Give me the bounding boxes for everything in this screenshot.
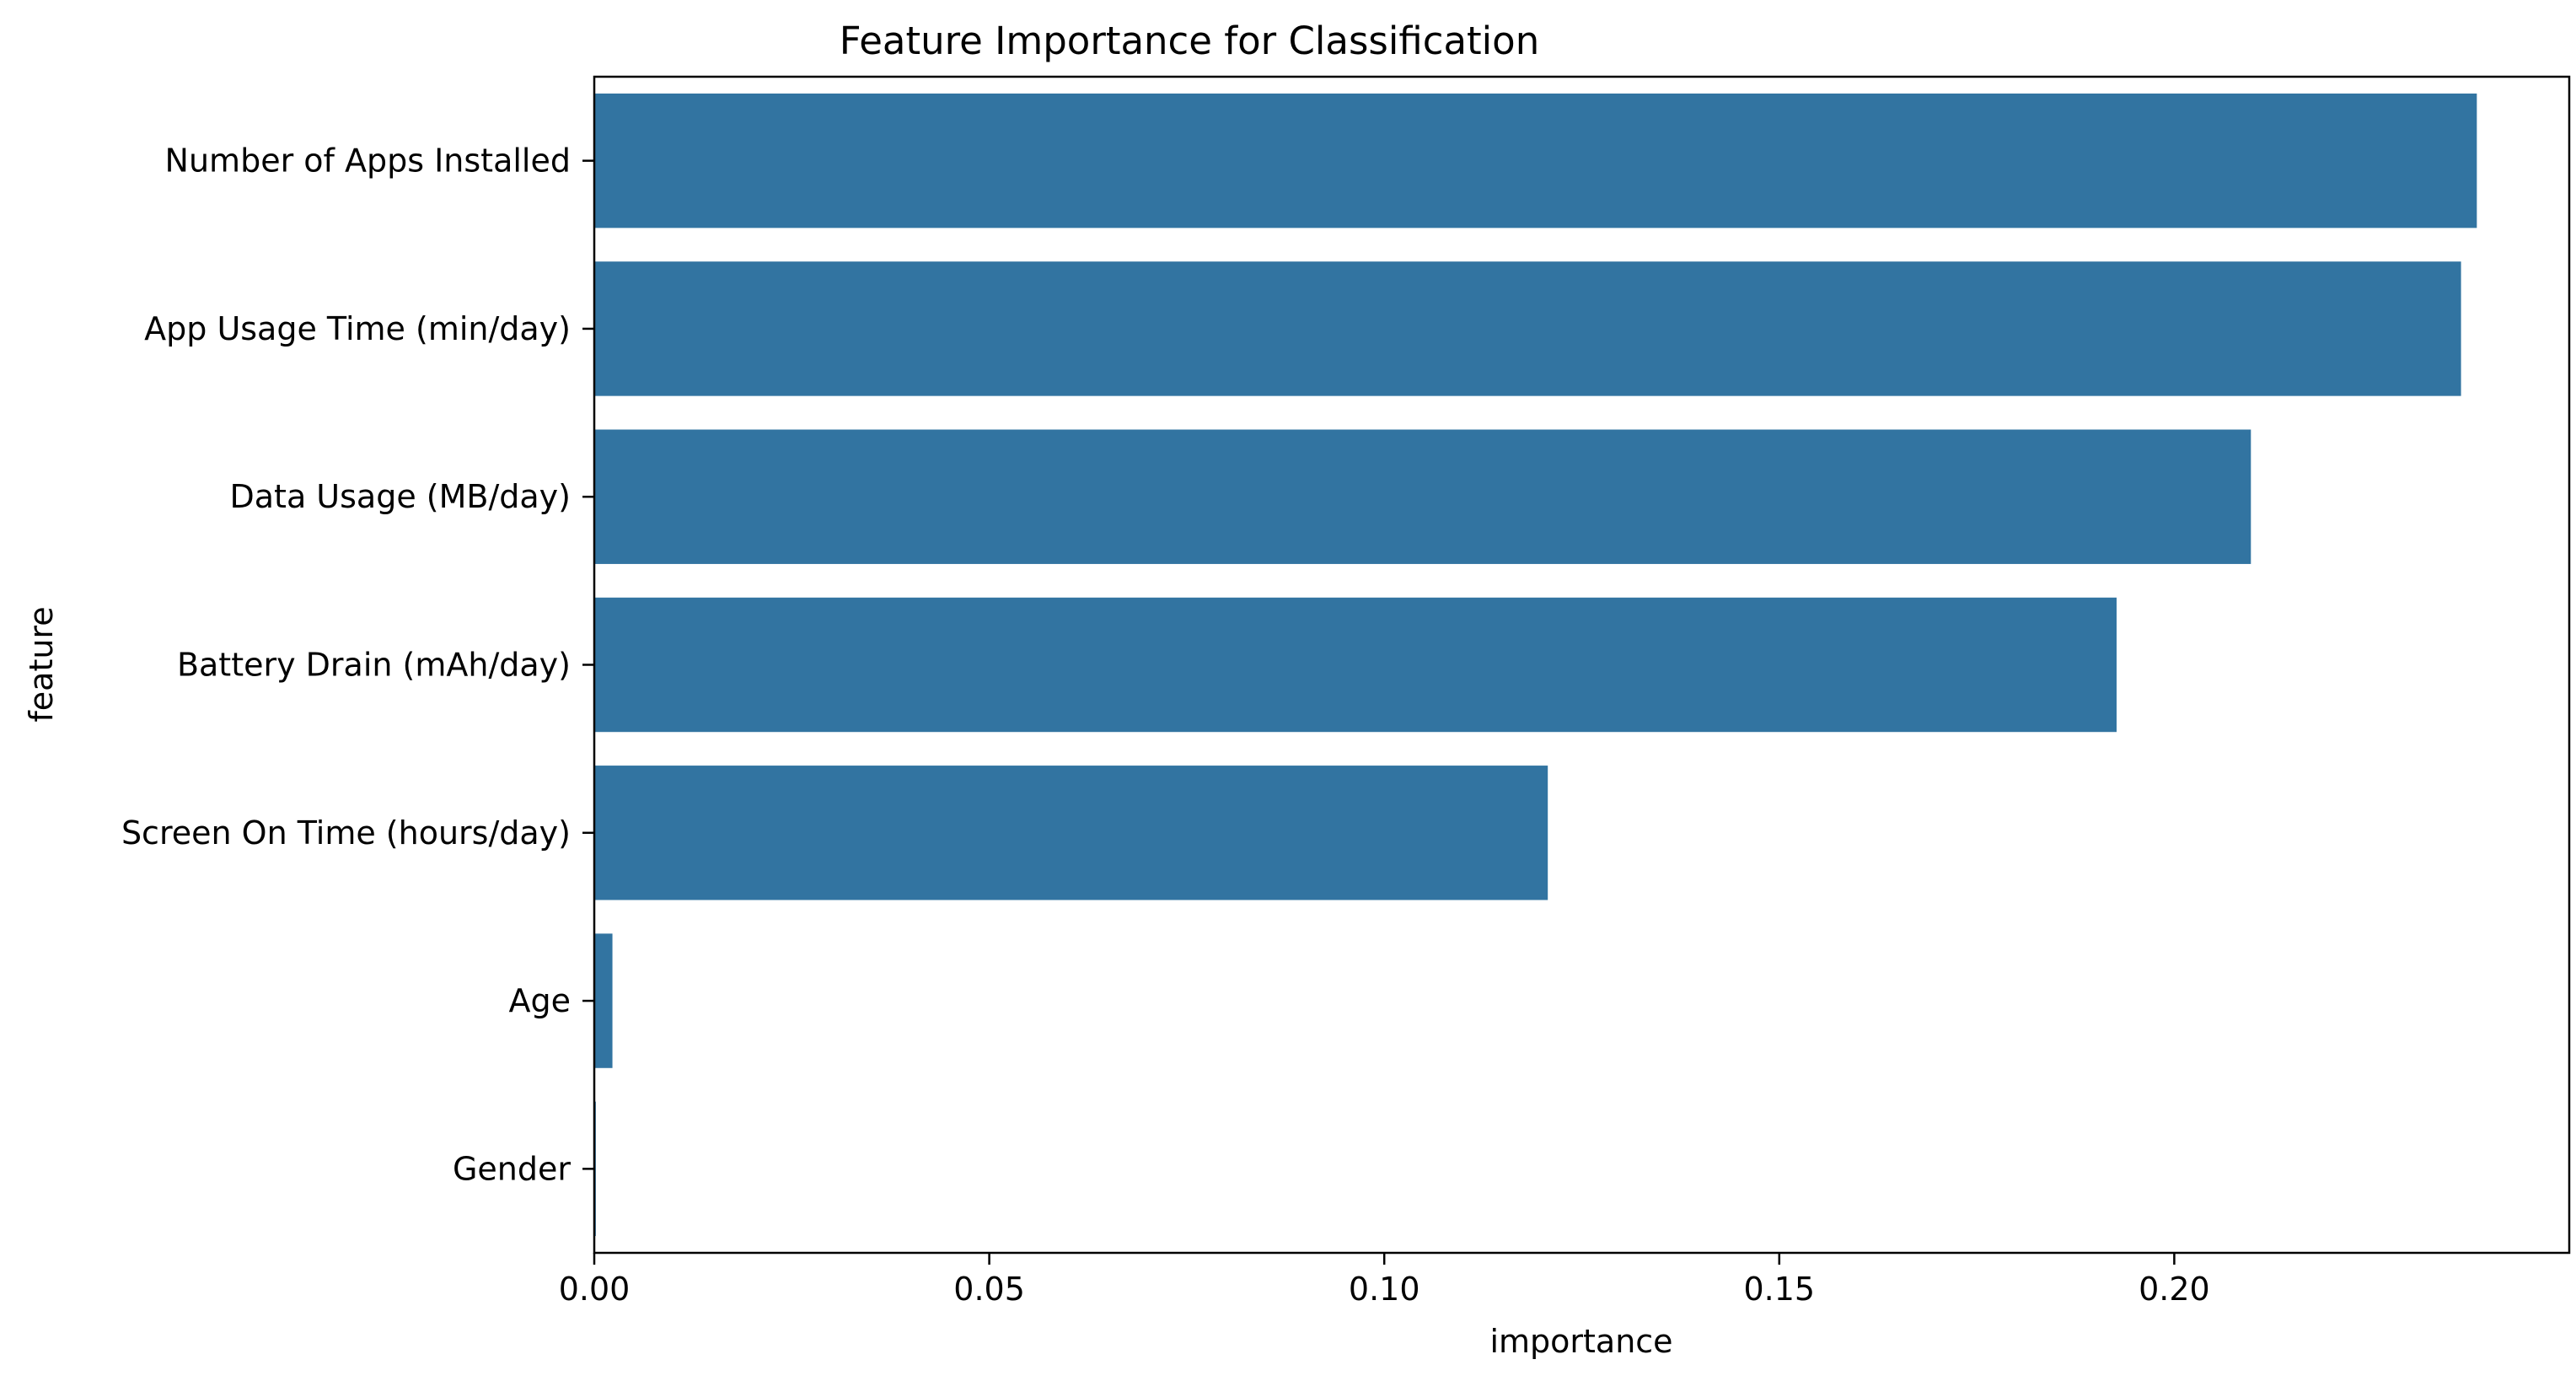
x-tick-label: 0.10 bbox=[1349, 1271, 1420, 1308]
y-axis-label: feature bbox=[23, 606, 60, 722]
plot-frame bbox=[593, 75, 2571, 1255]
y-tick-label: Number of Apps Installed bbox=[165, 142, 571, 180]
y-tick-label: Battery Drain (mAh/day) bbox=[177, 647, 571, 684]
bar-4 bbox=[594, 766, 1548, 900]
y-tick-label: Screen On Time (hours/day) bbox=[121, 814, 571, 852]
bar-3 bbox=[594, 597, 2117, 733]
y-tick-label: Data Usage (MB/day) bbox=[230, 478, 572, 515]
y-tick-label: Age bbox=[509, 982, 572, 1019]
bar-1 bbox=[594, 261, 2461, 396]
x-tick-label: 0.05 bbox=[953, 1271, 1025, 1308]
bar-0 bbox=[594, 93, 2477, 228]
bar-2 bbox=[594, 429, 2251, 564]
chart-title: Feature Importance for Classification bbox=[840, 19, 1539, 63]
x-tick-label: 0.20 bbox=[2139, 1271, 2210, 1308]
x-tick-label: 0.00 bbox=[559, 1271, 631, 1308]
bar-5 bbox=[594, 933, 613, 1068]
x-axis-label: importance bbox=[1489, 1323, 1672, 1360]
y-tick-labels: Number of Apps Installed App Usage Time (… bbox=[121, 142, 594, 1187]
x-tick-label: 0.15 bbox=[1743, 1271, 1815, 1308]
x-ticks: 0.00 0.05 0.10 0.15 0.20 bbox=[559, 1253, 2210, 1308]
y-tick-label: Gender bbox=[453, 1150, 571, 1187]
bars-group bbox=[594, 93, 2477, 1237]
y-tick-label: App Usage Time (min/day) bbox=[144, 310, 571, 347]
